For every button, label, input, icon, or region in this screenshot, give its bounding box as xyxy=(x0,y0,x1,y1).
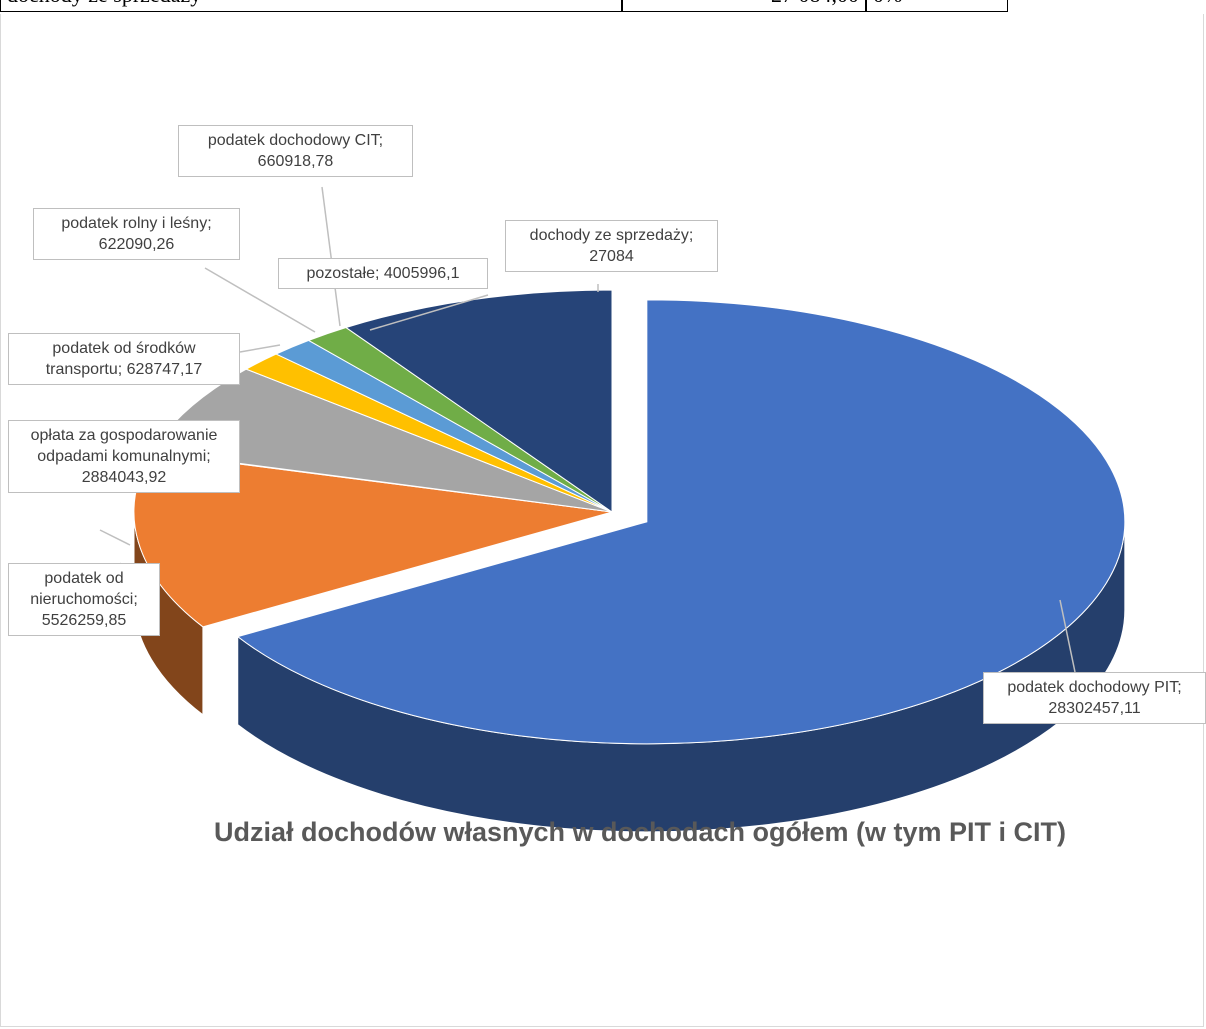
leader-line xyxy=(1059,599,1076,673)
chart-title: Udział dochodów własnych w dochodach ogó… xyxy=(213,817,1067,847)
label-value: 28302457,11 xyxy=(1048,700,1141,717)
data-label: podatek dochodowy PIT; 28302457,11 xyxy=(983,672,1206,724)
leader-line xyxy=(99,529,131,546)
data-label: podatek od środków transportu; 628747,17 xyxy=(8,333,240,385)
label-separator: ; xyxy=(117,361,123,378)
label-separator: ; xyxy=(374,265,380,282)
label-value: 5526259,85 xyxy=(41,612,127,629)
label-value: 27084 xyxy=(589,248,634,265)
data-label: podatek dochodowy CIT; 660918,78 xyxy=(178,125,413,177)
label-category: opłata za gospodarowanie odpadami komuna… xyxy=(30,427,218,465)
label-category: podatek dochodowy PIT xyxy=(1007,679,1178,696)
leader-line xyxy=(321,186,341,327)
label-separator: ; xyxy=(133,591,138,608)
label-separator: ; xyxy=(207,215,212,232)
leader-line xyxy=(369,294,489,331)
label-separator: ; xyxy=(378,132,384,149)
label-category: podatek rolny i leśny xyxy=(61,215,208,232)
label-category: pozostałe xyxy=(306,265,375,282)
table-cell: dochody ze sprzedaży xyxy=(0,0,622,12)
data-label: podatek od nieruchomości; 5526259,85 xyxy=(8,563,160,636)
data-label: dochody ze sprzedaży; 27084 xyxy=(505,220,718,272)
table-cell: 27 084,00 xyxy=(622,0,866,12)
slice xyxy=(236,299,1126,745)
label-category: dochody ze sprzedaży xyxy=(529,227,689,244)
label-separator: ; xyxy=(206,448,211,465)
table-row: dochody ze sprzedaży 27 084,00 0% xyxy=(0,0,1008,12)
label-separator: ; xyxy=(688,227,694,244)
data-label: podatek rolny i leśny; 622090,26 xyxy=(33,208,240,260)
label-value: 4005996,1 xyxy=(383,265,460,282)
label-value: 628747,17 xyxy=(126,361,203,378)
table-cell: 0% xyxy=(866,0,1008,12)
chart-frame xyxy=(0,14,1204,1027)
label-value: 660918,78 xyxy=(257,153,334,170)
leader-line xyxy=(204,267,316,333)
label-separator: ; xyxy=(1177,679,1182,696)
label-value: 622090,26 xyxy=(98,236,175,253)
data-label: opłata za gospodarowanie odpadami komuna… xyxy=(8,420,240,493)
leader-line xyxy=(239,344,281,353)
label-value: 2884043,92 xyxy=(81,469,167,486)
data-label: pozostałe; 4005996,1 xyxy=(278,258,488,289)
label-category: podatek od nieruchomości xyxy=(30,570,134,608)
label-category: podatek od środków transportu xyxy=(45,340,196,378)
label-category: podatek dochodowy CIT xyxy=(207,132,379,149)
